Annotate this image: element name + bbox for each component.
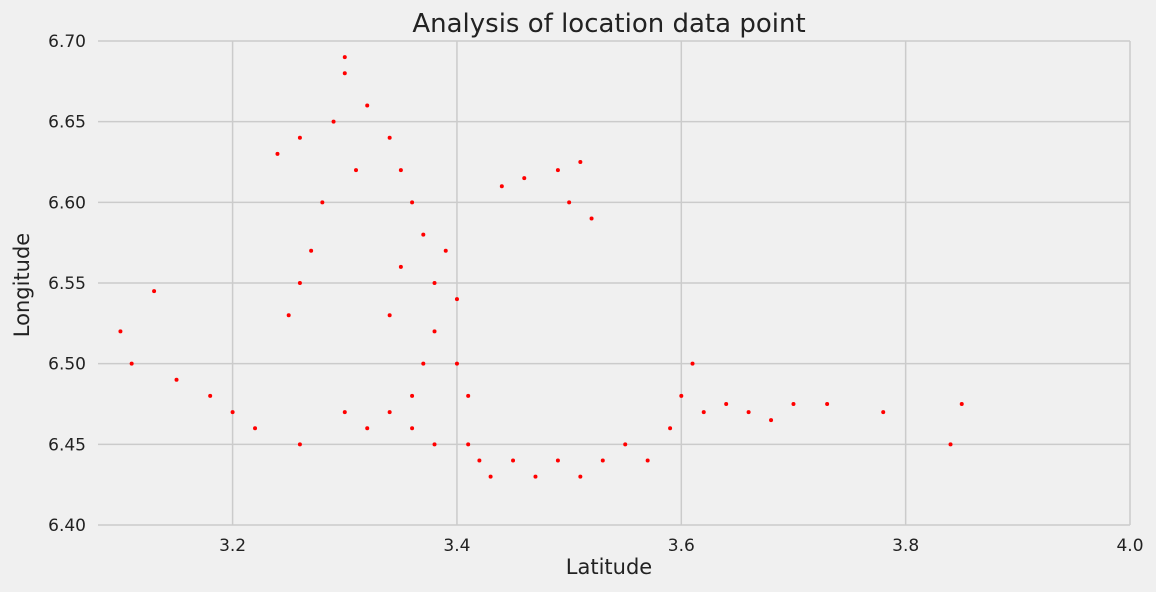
- data-point: [432, 281, 437, 285]
- y-tick-label: 6.70: [48, 32, 86, 52]
- data-point: [948, 442, 953, 447]
- data-point: [555, 168, 560, 173]
- y-tick-labels: 6.40 6.45 6.50 6.55 6.60 6.65 6.70: [48, 32, 86, 536]
- data-point: [354, 168, 358, 173]
- data-point: [253, 426, 258, 431]
- data-point: [297, 442, 302, 447]
- data-point: [443, 248, 448, 253]
- data-point: [488, 474, 493, 479]
- data-point: [286, 313, 291, 318]
- data-point: [679, 393, 684, 398]
- data-point: [118, 329, 123, 334]
- data-point: [208, 393, 213, 398]
- data-point: [466, 393, 471, 398]
- data-point: [825, 402, 830, 406]
- data-point: [724, 402, 729, 406]
- data-point: [477, 458, 482, 463]
- data-point: [421, 361, 426, 366]
- data-point: [387, 410, 392, 415]
- data-point: [410, 426, 415, 431]
- data-point: [454, 361, 459, 366]
- x-tick-label: 3.2: [219, 536, 246, 556]
- data-point: [387, 313, 392, 318]
- x-tick-label: 3.8: [892, 536, 919, 556]
- y-axis-label: Longitude: [10, 233, 34, 337]
- data-point: [791, 402, 796, 406]
- data-point: [454, 297, 459, 302]
- data-point: [623, 442, 628, 447]
- data-point: [342, 55, 347, 60]
- data-point: [499, 184, 504, 189]
- y-tick-label: 6.55: [48, 274, 86, 294]
- data-point: [387, 135, 392, 140]
- chart-title: Analysis of location data point: [412, 9, 805, 39]
- data-point: [432, 329, 437, 334]
- data-point: [690, 361, 695, 366]
- data-point: [578, 160, 583, 164]
- x-tick-label: 3.6: [668, 536, 695, 556]
- grid: [98, 40, 1131, 526]
- y-tick-label: 6.45: [48, 435, 86, 455]
- data-point: [668, 426, 673, 431]
- y-tick-label: 6.65: [48, 113, 86, 133]
- data-point: [342, 71, 347, 76]
- data-point: [589, 216, 594, 221]
- data-point: [410, 200, 415, 205]
- data-point: [746, 410, 751, 415]
- data-point: [129, 361, 134, 366]
- data-point: [959, 402, 964, 406]
- data-point: [365, 103, 370, 108]
- data-point: [600, 458, 605, 463]
- data-point: [275, 151, 280, 156]
- data-point: [421, 232, 426, 237]
- data-point: [701, 410, 706, 415]
- data-point: [230, 410, 235, 415]
- x-tick-label: 3.4: [443, 536, 470, 556]
- data-point: [533, 474, 538, 479]
- data-point: [365, 426, 370, 431]
- data-point: [331, 119, 336, 124]
- data-points: [118, 55, 964, 479]
- data-point: [398, 168, 403, 173]
- data-point: [567, 200, 572, 205]
- data-point: [432, 442, 437, 447]
- data-point: [152, 289, 157, 294]
- x-tick-labels: 3.2 3.4 3.6 3.8 4.0: [219, 536, 1143, 556]
- data-point: [769, 418, 774, 423]
- data-point: [555, 458, 560, 463]
- data-point: [297, 135, 302, 140]
- data-point: [309, 248, 314, 253]
- y-tick-label: 6.50: [48, 355, 86, 375]
- x-tick-label: 4.0: [1116, 536, 1143, 556]
- data-point: [511, 458, 516, 463]
- x-axis-label: Latitude: [566, 555, 652, 579]
- data-point: [398, 264, 403, 269]
- data-point: [174, 377, 179, 382]
- data-point: [522, 176, 527, 181]
- data-point: [466, 442, 471, 447]
- data-point: [410, 393, 415, 398]
- y-tick-label: 6.40: [48, 516, 86, 536]
- data-point: [320, 200, 325, 205]
- data-point: [342, 410, 347, 415]
- data-point: [881, 410, 886, 415]
- data-point: [297, 281, 302, 285]
- y-tick-label: 6.60: [48, 193, 86, 213]
- data-point: [578, 474, 583, 479]
- data-point: [645, 458, 650, 463]
